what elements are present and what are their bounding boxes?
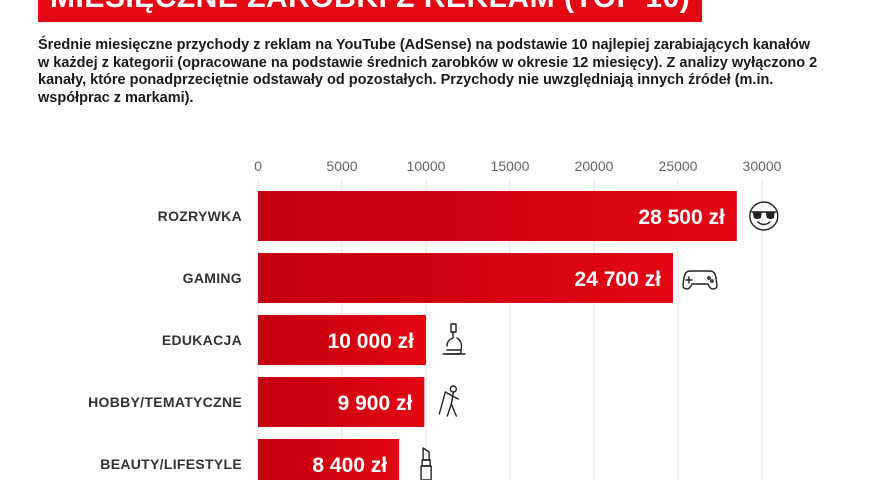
data-label: 10 000 zł xyxy=(328,330,415,353)
bar xyxy=(258,439,400,480)
bar xyxy=(258,315,426,365)
golfer-icon xyxy=(438,385,460,417)
gamepad-icon xyxy=(682,270,718,290)
category-label: EDUKACJA xyxy=(162,332,242,348)
chart-title: MIESIĘCZNE ZAROBKI Z REKLAM (TOP 10) xyxy=(38,0,703,22)
bar xyxy=(258,191,737,241)
x-tick-label: 10000 xyxy=(407,158,446,174)
lipstick-icon xyxy=(420,447,432,480)
x-tick-label: 0 xyxy=(254,158,262,174)
x-tick-label: 15000 xyxy=(491,158,530,174)
microscope-icon xyxy=(442,323,466,355)
category-label: GAMING xyxy=(183,270,242,286)
x-tick-label: 25000 xyxy=(659,158,698,174)
bar xyxy=(258,253,673,303)
sunglasses-smiley-icon xyxy=(749,201,779,231)
x-tick-label: 20000 xyxy=(575,158,614,174)
data-label: 9 900 zł xyxy=(338,392,413,415)
chart-subtitle: Średnie miesięczne przychody z reklam na… xyxy=(38,37,818,106)
x-tick-label: 5000 xyxy=(326,158,357,174)
category-label: HOBBY/TEMATYCZNE xyxy=(88,394,242,410)
category-label: BEAUTY/LIFESTYLE xyxy=(100,456,242,472)
data-label: 28 500 zł xyxy=(638,206,725,229)
x-tick-label: 30000 xyxy=(743,158,782,174)
bar xyxy=(258,377,425,427)
data-label: 8 400 zł xyxy=(312,454,387,477)
category-label: ROZRYWKA xyxy=(158,208,242,224)
data-label: 24 700 zł xyxy=(575,268,662,291)
